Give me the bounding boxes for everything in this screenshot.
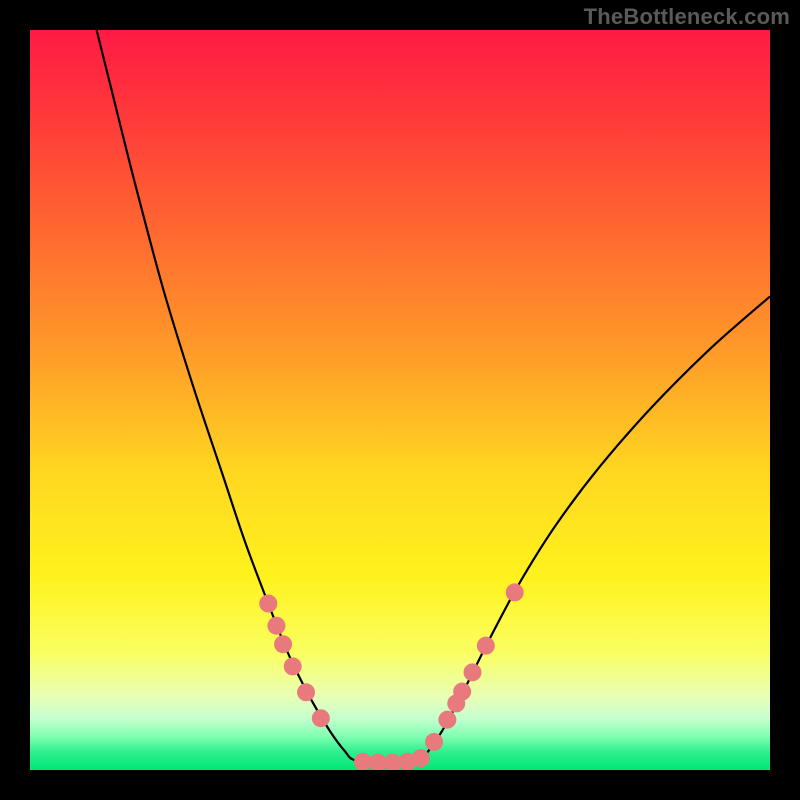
data-marker xyxy=(425,733,443,751)
data-marker xyxy=(297,683,315,701)
bottleneck-chart: TheBottleneck.com xyxy=(0,0,800,800)
data-marker xyxy=(284,657,302,675)
data-marker xyxy=(267,617,285,635)
data-marker xyxy=(312,709,330,727)
watermark-label: TheBottleneck.com xyxy=(584,4,790,30)
data-marker xyxy=(438,711,456,729)
chart-canvas xyxy=(0,0,800,800)
data-marker xyxy=(274,635,292,653)
data-marker xyxy=(477,637,495,655)
data-marker xyxy=(464,663,482,681)
data-marker xyxy=(412,749,430,767)
data-marker xyxy=(453,683,471,701)
data-marker xyxy=(506,583,524,601)
data-marker xyxy=(259,595,277,613)
